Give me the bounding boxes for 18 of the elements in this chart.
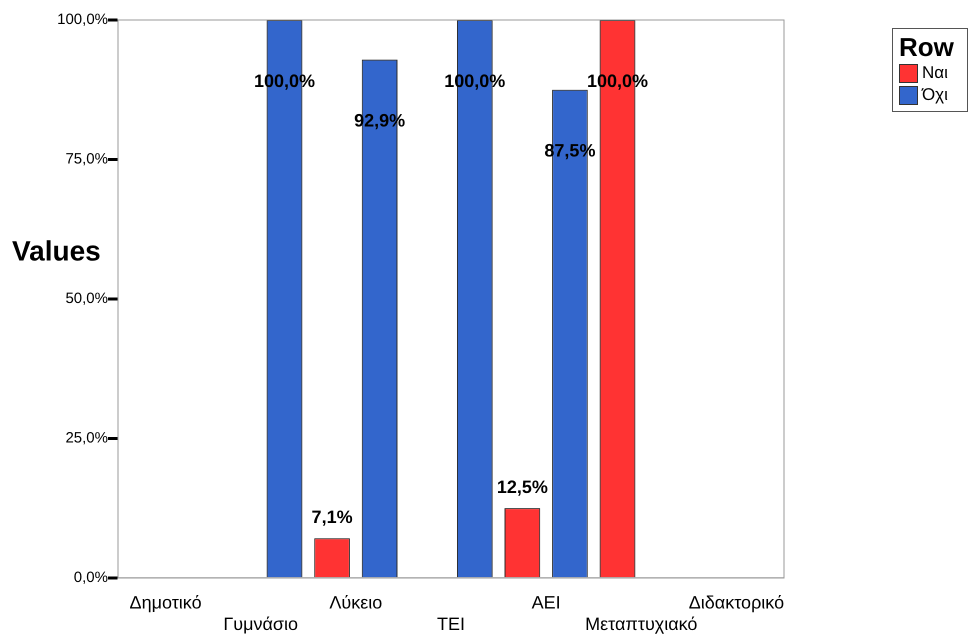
legend-label: Όχι [922, 85, 948, 105]
x-tick-label: Γυμνάσιο [223, 614, 298, 634]
y-tick-label: 25,0% [65, 429, 108, 446]
y-axis-title: Values [12, 236, 101, 267]
legend-label: Ναι [922, 63, 948, 83]
x-tick-label: Μεταπτυχιακό [585, 614, 698, 634]
y-tick-label: 75,0% [65, 150, 108, 168]
data-label: 12,5% [496, 477, 548, 498]
y-tick-label: 0,0% [74, 568, 108, 586]
data-label: 7,1% [312, 507, 353, 528]
y-tick-label: 100,0% [57, 11, 108, 28]
x-tick-label: Διδακτορικό [688, 592, 784, 613]
y-tick-label: 50,0% [65, 290, 108, 308]
x-tick-label: Δημοτικό [130, 592, 202, 613]
legend-title: Row [899, 32, 955, 62]
x-tick-label: ΤΕΙ [436, 614, 466, 634]
x-tick-label: Λύκειο [329, 592, 382, 613]
x-tick-label: ΑΕΙ [532, 592, 561, 613]
